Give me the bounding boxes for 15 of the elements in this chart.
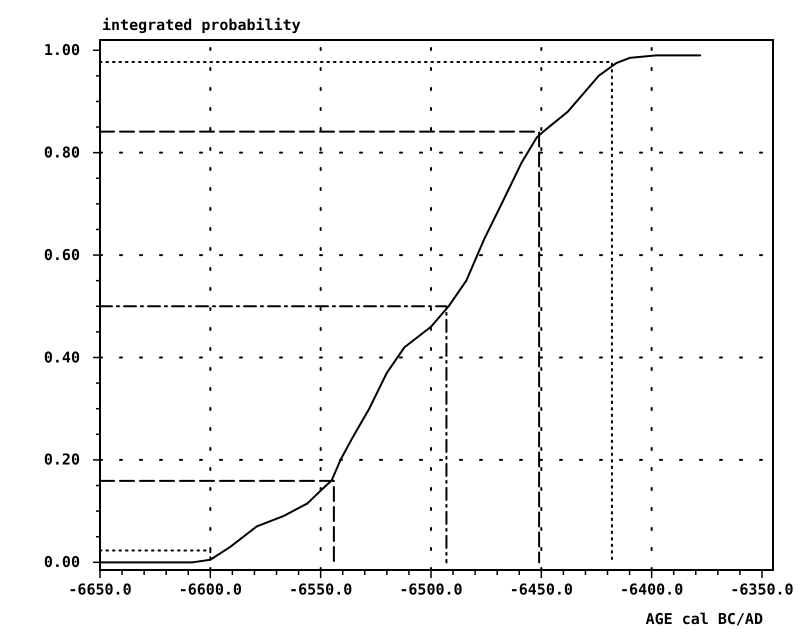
y-tick-label: 0.60	[44, 246, 80, 264]
x-tick-label: -6550.0	[289, 580, 352, 599]
x-axis-title: AGE cal BC/AD	[646, 610, 763, 628]
y-tick-label: 0.80	[44, 143, 80, 162]
x-tick-label: -6500.0	[399, 580, 463, 599]
y-tick-label: 0.00	[44, 553, 80, 572]
x-tick-label: -6650.0	[68, 580, 132, 599]
y-axis-title: integrated probability	[102, 16, 301, 34]
x-tick-label: -6450.0	[510, 580, 573, 599]
y-tick-label: 0.20	[44, 450, 80, 469]
x-tick-label: -6600.0	[178, 580, 242, 599]
y-tick-label: 0.40	[44, 348, 80, 366]
y-tick-label: 1.00	[44, 41, 80, 60]
x-tick-label: -6400.0	[620, 580, 684, 599]
x-tick-label: -6350.0	[730, 580, 794, 599]
